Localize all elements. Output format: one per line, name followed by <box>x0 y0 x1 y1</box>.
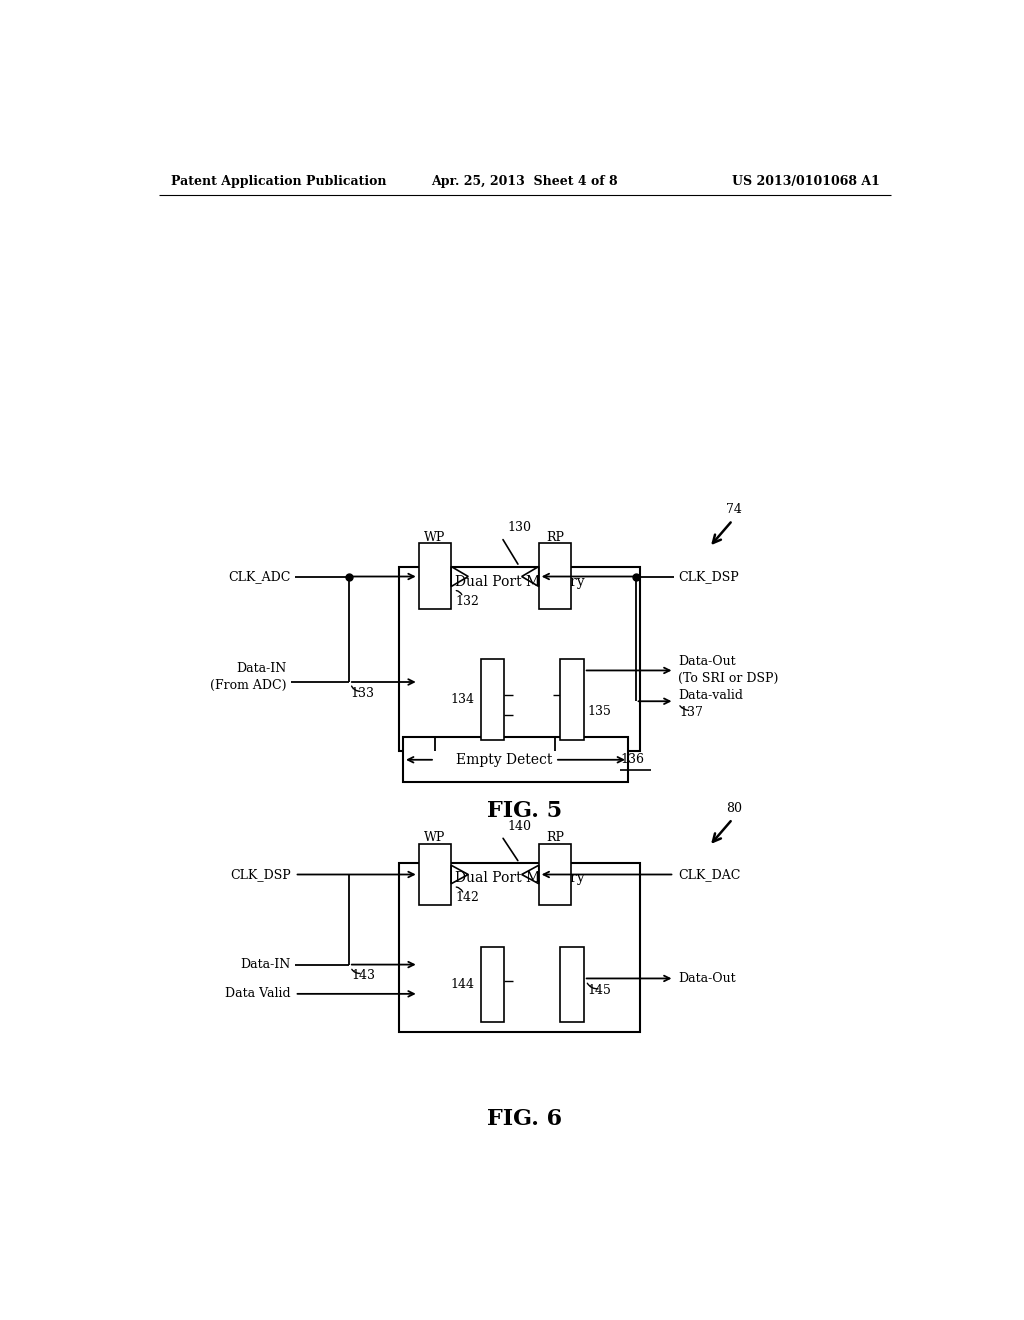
Text: 136: 136 <box>621 754 644 767</box>
Text: 142: 142 <box>455 891 479 904</box>
Text: (To SRI or DSP): (To SRI or DSP) <box>678 672 778 685</box>
Text: 74: 74 <box>726 503 742 516</box>
Text: Data-valid: Data-valid <box>678 689 743 702</box>
Text: (From ADC): (From ADC) <box>210 680 287 693</box>
Text: CLK_DSP: CLK_DSP <box>678 570 739 583</box>
FancyBboxPatch shape <box>419 544 452 609</box>
FancyBboxPatch shape <box>560 659 584 739</box>
Text: WP: WP <box>424 832 445 843</box>
Text: Empty Detect: Empty Detect <box>456 752 552 767</box>
Text: Data-Out: Data-Out <box>678 972 736 985</box>
Text: Data Valid: Data Valid <box>225 987 291 1001</box>
FancyBboxPatch shape <box>480 659 504 739</box>
Text: Data-Out: Data-Out <box>678 655 736 668</box>
Text: 137: 137 <box>680 706 703 719</box>
Text: 134: 134 <box>451 693 474 706</box>
Text: Data-IN: Data-IN <box>241 958 291 972</box>
Text: Dual Port Memory: Dual Port Memory <box>455 576 584 589</box>
Text: Patent Application Publication: Patent Application Publication <box>171 176 386 187</box>
Text: 135: 135 <box>588 705 611 718</box>
FancyBboxPatch shape <box>539 544 571 609</box>
Text: CLK_ADC: CLK_ADC <box>228 570 291 583</box>
Text: Apr. 25, 2013  Sheet 4 of 8: Apr. 25, 2013 Sheet 4 of 8 <box>431 176 618 187</box>
FancyBboxPatch shape <box>399 863 640 1032</box>
Text: CLK_DAC: CLK_DAC <box>678 869 740 880</box>
Text: Data-IN: Data-IN <box>237 661 287 675</box>
Text: CLK_DSP: CLK_DSP <box>230 869 291 880</box>
FancyBboxPatch shape <box>560 946 584 1022</box>
Text: FIG. 6: FIG. 6 <box>487 1109 562 1130</box>
Text: 132: 132 <box>455 594 479 607</box>
Text: 133: 133 <box>350 686 375 700</box>
Text: 130: 130 <box>508 521 531 535</box>
Text: US 2013/0101068 A1: US 2013/0101068 A1 <box>732 176 880 187</box>
FancyBboxPatch shape <box>539 843 571 906</box>
FancyBboxPatch shape <box>419 843 452 906</box>
Text: 80: 80 <box>726 803 742 816</box>
Text: RP: RP <box>546 531 564 544</box>
Text: FIG. 5: FIG. 5 <box>487 800 562 822</box>
FancyBboxPatch shape <box>399 566 640 751</box>
Text: Dual Port Memory: Dual Port Memory <box>455 871 584 886</box>
Text: 145: 145 <box>588 985 611 998</box>
FancyBboxPatch shape <box>403 738 628 781</box>
Text: WP: WP <box>424 531 445 544</box>
Text: 140: 140 <box>508 820 531 833</box>
FancyBboxPatch shape <box>480 946 504 1022</box>
Text: 144: 144 <box>451 978 474 991</box>
Text: 143: 143 <box>351 969 375 982</box>
Text: RP: RP <box>546 832 564 843</box>
